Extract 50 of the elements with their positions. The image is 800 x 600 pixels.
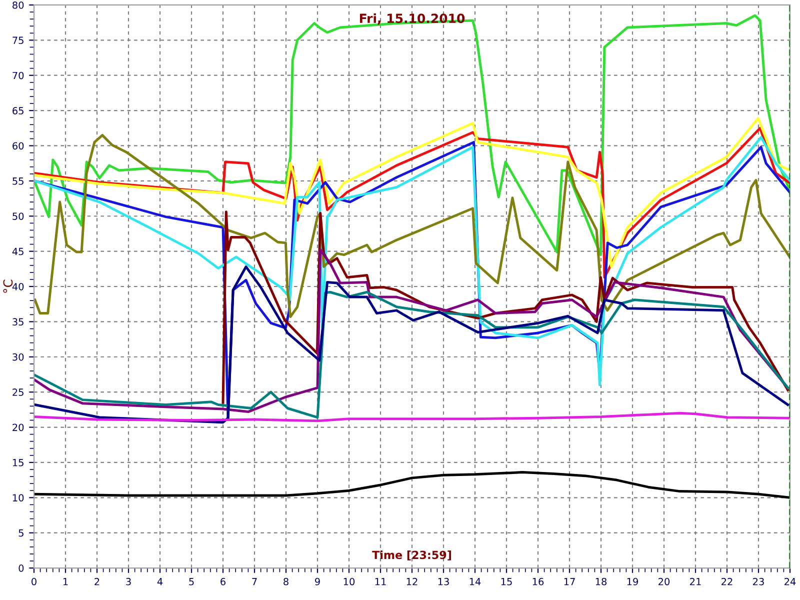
x-tick-label: 9	[315, 578, 320, 586]
x-tick-label: 2	[94, 578, 100, 586]
y-tick-label: 50	[12, 212, 24, 220]
text: Fri, 15.10.2010	[360, 13, 465, 25]
x-tick-label: 15	[501, 578, 512, 586]
y-tick-label: 10	[12, 494, 24, 502]
x-tick-label: 3	[126, 578, 131, 586]
y-tick-label: 80	[12, 1, 24, 9]
x-tick-label: 1	[63, 578, 68, 586]
y-tick-label: 15	[12, 459, 24, 466]
y-tick-label: 65	[12, 107, 24, 114]
line-series	[34, 14, 790, 256]
y-tick-label: 20	[12, 424, 24, 432]
y-tick-label: 5	[18, 529, 24, 537]
x-axis-title: Time [23:59]	[372, 550, 451, 560]
y-tick-label: 35	[12, 318, 24, 326]
x-tick-label: 5	[189, 578, 194, 586]
x-tick-label: 18	[596, 578, 607, 586]
x-tick-label: 24	[784, 578, 796, 586]
x-tick-label: 11	[375, 578, 386, 586]
x-tick-label: 17	[564, 578, 575, 586]
x-tick-label: 22	[722, 578, 732, 586]
x-tick-label: 21	[690, 578, 701, 586]
y-tick-label: 25	[12, 388, 24, 396]
x-tick-label: 19	[627, 578, 638, 586]
x-tick-label: 7	[252, 578, 257, 586]
x-tick-label: 14	[470, 578, 481, 586]
line-series	[34, 471, 790, 499]
x-tick-label: 4	[157, 578, 163, 586]
x-tick-label: 10	[344, 578, 355, 586]
x-tick-label: 8	[284, 578, 288, 586]
y-tick-label: 0	[18, 564, 24, 572]
y-tick-label: 30	[12, 353, 24, 361]
x-tick-label: 23	[753, 578, 764, 586]
x-tick-label: 20	[658, 578, 670, 586]
x-tick-label: 16	[532, 578, 544, 586]
x-tick-label: 6	[220, 578, 226, 586]
y-tick-label: 45	[12, 248, 24, 256]
y-tick-label: 40	[12, 282, 24, 290]
line-series	[34, 412, 790, 422]
y-axis-title: °C	[3, 280, 13, 293]
y-tick-label: 60	[12, 142, 24, 150]
y-tick-label: 75	[12, 36, 24, 44]
x-tick-label: 12	[406, 578, 418, 586]
line-series	[34, 134, 790, 318]
x-tick-label: 0	[32, 578, 36, 586]
line-series	[34, 266, 790, 424]
x-tick-label: 13	[438, 578, 449, 586]
y-tick-label: 70	[12, 72, 24, 80]
y-tick-label: 55	[12, 178, 24, 185]
